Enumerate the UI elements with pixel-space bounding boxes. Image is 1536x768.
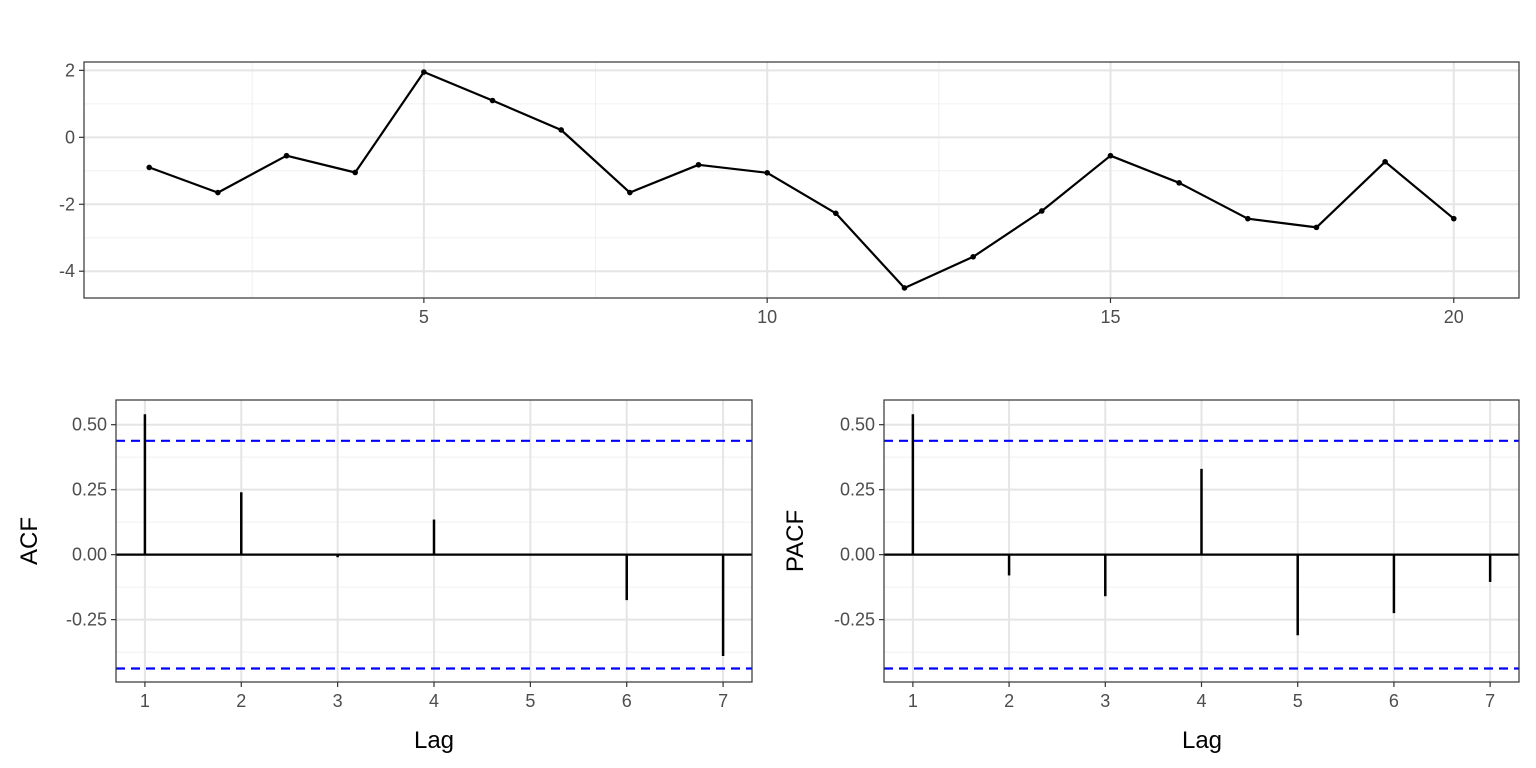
pacf-x-tick-label: 4 — [1196, 691, 1206, 711]
pacf-x-tick-label: 6 — [1389, 691, 1399, 711]
series-point — [489, 97, 496, 104]
acf-panel: Lag ACF 1 2 3 4 5 6 7 0.50 0.25 0.00 -0.25 — [16, 399, 753, 754]
acf-x-tick-label: 1 — [140, 691, 150, 711]
series-point — [1313, 224, 1320, 231]
pacf-x-axis-title: Lag — [1182, 727, 1222, 754]
pacf-x-tick-label: 2 — [1004, 691, 1014, 711]
series-point — [352, 169, 359, 176]
series-x-tick-label: 20 — [1444, 307, 1464, 327]
acf-x-tick-label: 4 — [429, 691, 439, 711]
pacf-y-axis-title: PACF — [782, 510, 809, 572]
series-point — [764, 170, 770, 176]
series-point — [421, 69, 427, 75]
series-point — [215, 189, 221, 196]
series-point — [833, 210, 839, 217]
acf-y-tick-label: 0.25 — [72, 480, 107, 500]
series-point — [1382, 158, 1388, 165]
acf-x-tick-label: 3 — [333, 691, 343, 711]
pacf-y-tick-label: 0.00 — [840, 545, 875, 565]
series-y-tick-label: 0 — [65, 127, 75, 147]
series-x-tick-label: 15 — [1100, 307, 1120, 327]
series-point — [970, 254, 976, 260]
series-y-tick-label: -2 — [59, 194, 75, 214]
acf-x-axis-title: Lag — [414, 727, 454, 754]
pacf-y-tick-label: 0.25 — [840, 480, 875, 500]
series-panel-border — [83, 61, 1520, 299]
series-x-tick-label: 5 — [419, 307, 429, 327]
acf-x-tick-label: 6 — [622, 691, 632, 711]
pacf-x-tick-label: 7 — [1485, 691, 1495, 711]
series-point — [1244, 215, 1251, 222]
series-point — [283, 152, 290, 159]
pacf-x-tick-label: 3 — [1100, 691, 1110, 711]
series-y-tick-label: 2 — [65, 60, 75, 80]
series-point — [901, 285, 908, 291]
series-point — [1107, 152, 1114, 159]
series-y-tick-label: -4 — [59, 261, 75, 281]
acf-x-tick-label: 2 — [236, 691, 246, 711]
series-x-tick-label: 10 — [757, 307, 777, 327]
pacf-x-tick-label: 5 — [1293, 691, 1303, 711]
pacf-x-tick-label: 1 — [908, 691, 918, 711]
series-line — [148, 70, 1455, 290]
pacf-panel: Lag PACF 1 2 3 4 5 6 7 0.50 0.25 0.00 -0.25 — [782, 399, 1520, 754]
acf-x-tick-label: 5 — [525, 691, 535, 711]
series-point — [1176, 180, 1182, 186]
acf-y-tick-label: -0.25 — [66, 610, 107, 630]
acf-y-axis-title: ACF — [16, 517, 43, 565]
acf-y-tick-label: 0.50 — [72, 415, 107, 435]
series-point — [146, 164, 153, 171]
series-point — [695, 161, 702, 168]
pacf-y-tick-label: -0.25 — [834, 610, 875, 630]
series-point — [1450, 215, 1457, 222]
acf-x-tick-label: 7 — [718, 691, 728, 711]
pacf-y-tick-label: 0.50 — [840, 415, 875, 435]
series-plot-area — [84, 62, 1519, 298]
acf-y-tick-label: 0.00 — [72, 545, 107, 565]
series-point — [1039, 208, 1045, 214]
series-point — [558, 127, 564, 133]
series-point — [627, 189, 633, 196]
